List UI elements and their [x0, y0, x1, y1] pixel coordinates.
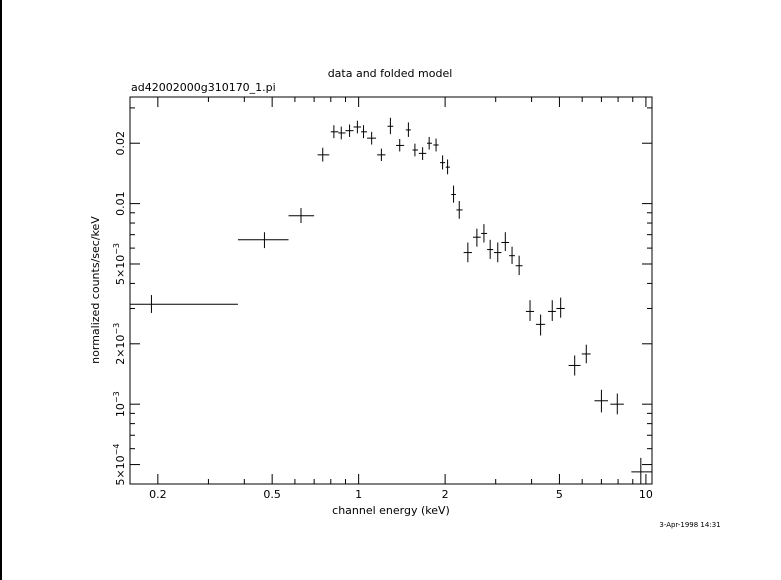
chart-title: data and folded model	[328, 67, 453, 80]
x-tick-label: 10	[639, 488, 653, 501]
y-axis-label: normalized counts/sec/keV	[89, 216, 102, 364]
data-point	[594, 389, 609, 413]
data-point	[581, 344, 591, 364]
y-tick-label: 0.01	[114, 191, 127, 216]
data-points	[130, 117, 652, 484]
y-tick-label: 0.02	[114, 131, 127, 156]
data-point	[237, 232, 289, 249]
data-point	[456, 201, 463, 219]
data-point	[535, 314, 546, 336]
data-point	[330, 125, 339, 139]
x-tick-label: 2	[442, 488, 449, 501]
y-tick-label: 5×10−4	[112, 444, 127, 486]
data-point	[481, 224, 488, 243]
data-point	[367, 131, 377, 145]
data-point	[345, 124, 354, 137]
y-tick-label: 5×10−3	[112, 243, 127, 285]
data-point	[525, 300, 535, 321]
data-point	[412, 143, 419, 157]
data-point	[487, 239, 494, 259]
data-point	[568, 355, 581, 376]
data-point	[396, 138, 405, 152]
data-point	[361, 125, 368, 139]
data-point	[556, 297, 565, 318]
data-point	[288, 208, 315, 224]
data-point	[445, 159, 451, 175]
data-point	[547, 300, 556, 321]
plot-frame	[129, 96, 653, 485]
x-tick-label: 0.5	[263, 488, 281, 501]
data-point	[509, 246, 515, 264]
data-point	[427, 136, 432, 150]
data-point	[463, 242, 472, 263]
left-border-line	[0, 0, 2, 580]
data-point	[610, 393, 624, 415]
data-point	[451, 185, 456, 203]
data-point	[405, 122, 411, 137]
data-point	[501, 232, 510, 252]
y-axis-ticks: 5×10−4 10−3 2×10−3 5×10−3 0.01 0.02	[112, 107, 652, 486]
x-tick-label: 0.2	[149, 488, 167, 501]
x-tick-label: 1	[355, 488, 362, 501]
data-point	[338, 126, 346, 140]
y-tick-label: 10−3	[112, 391, 127, 417]
data-point	[130, 295, 238, 313]
data-point	[494, 242, 502, 263]
data-point	[317, 147, 330, 162]
timestamp: 3-Apr-1998 14:31	[659, 521, 720, 529]
data-point	[472, 228, 481, 247]
x-axis-label: channel energy (keV)	[332, 504, 450, 517]
data-point	[418, 147, 427, 160]
x-tick-label: 5	[556, 488, 563, 501]
y-tick-label: 2×10−3	[112, 323, 127, 365]
data-point	[515, 255, 523, 276]
data-point	[377, 148, 386, 162]
data-point	[631, 457, 652, 484]
data-point	[440, 155, 446, 170]
data-point	[433, 138, 439, 152]
chart-subtitle: ad42002000g310170_1.pi	[131, 81, 276, 94]
data-point	[353, 120, 362, 134]
data-point	[387, 117, 394, 135]
x-axis-ticks: 0.2 0.5 1 2 5 10	[149, 97, 653, 501]
